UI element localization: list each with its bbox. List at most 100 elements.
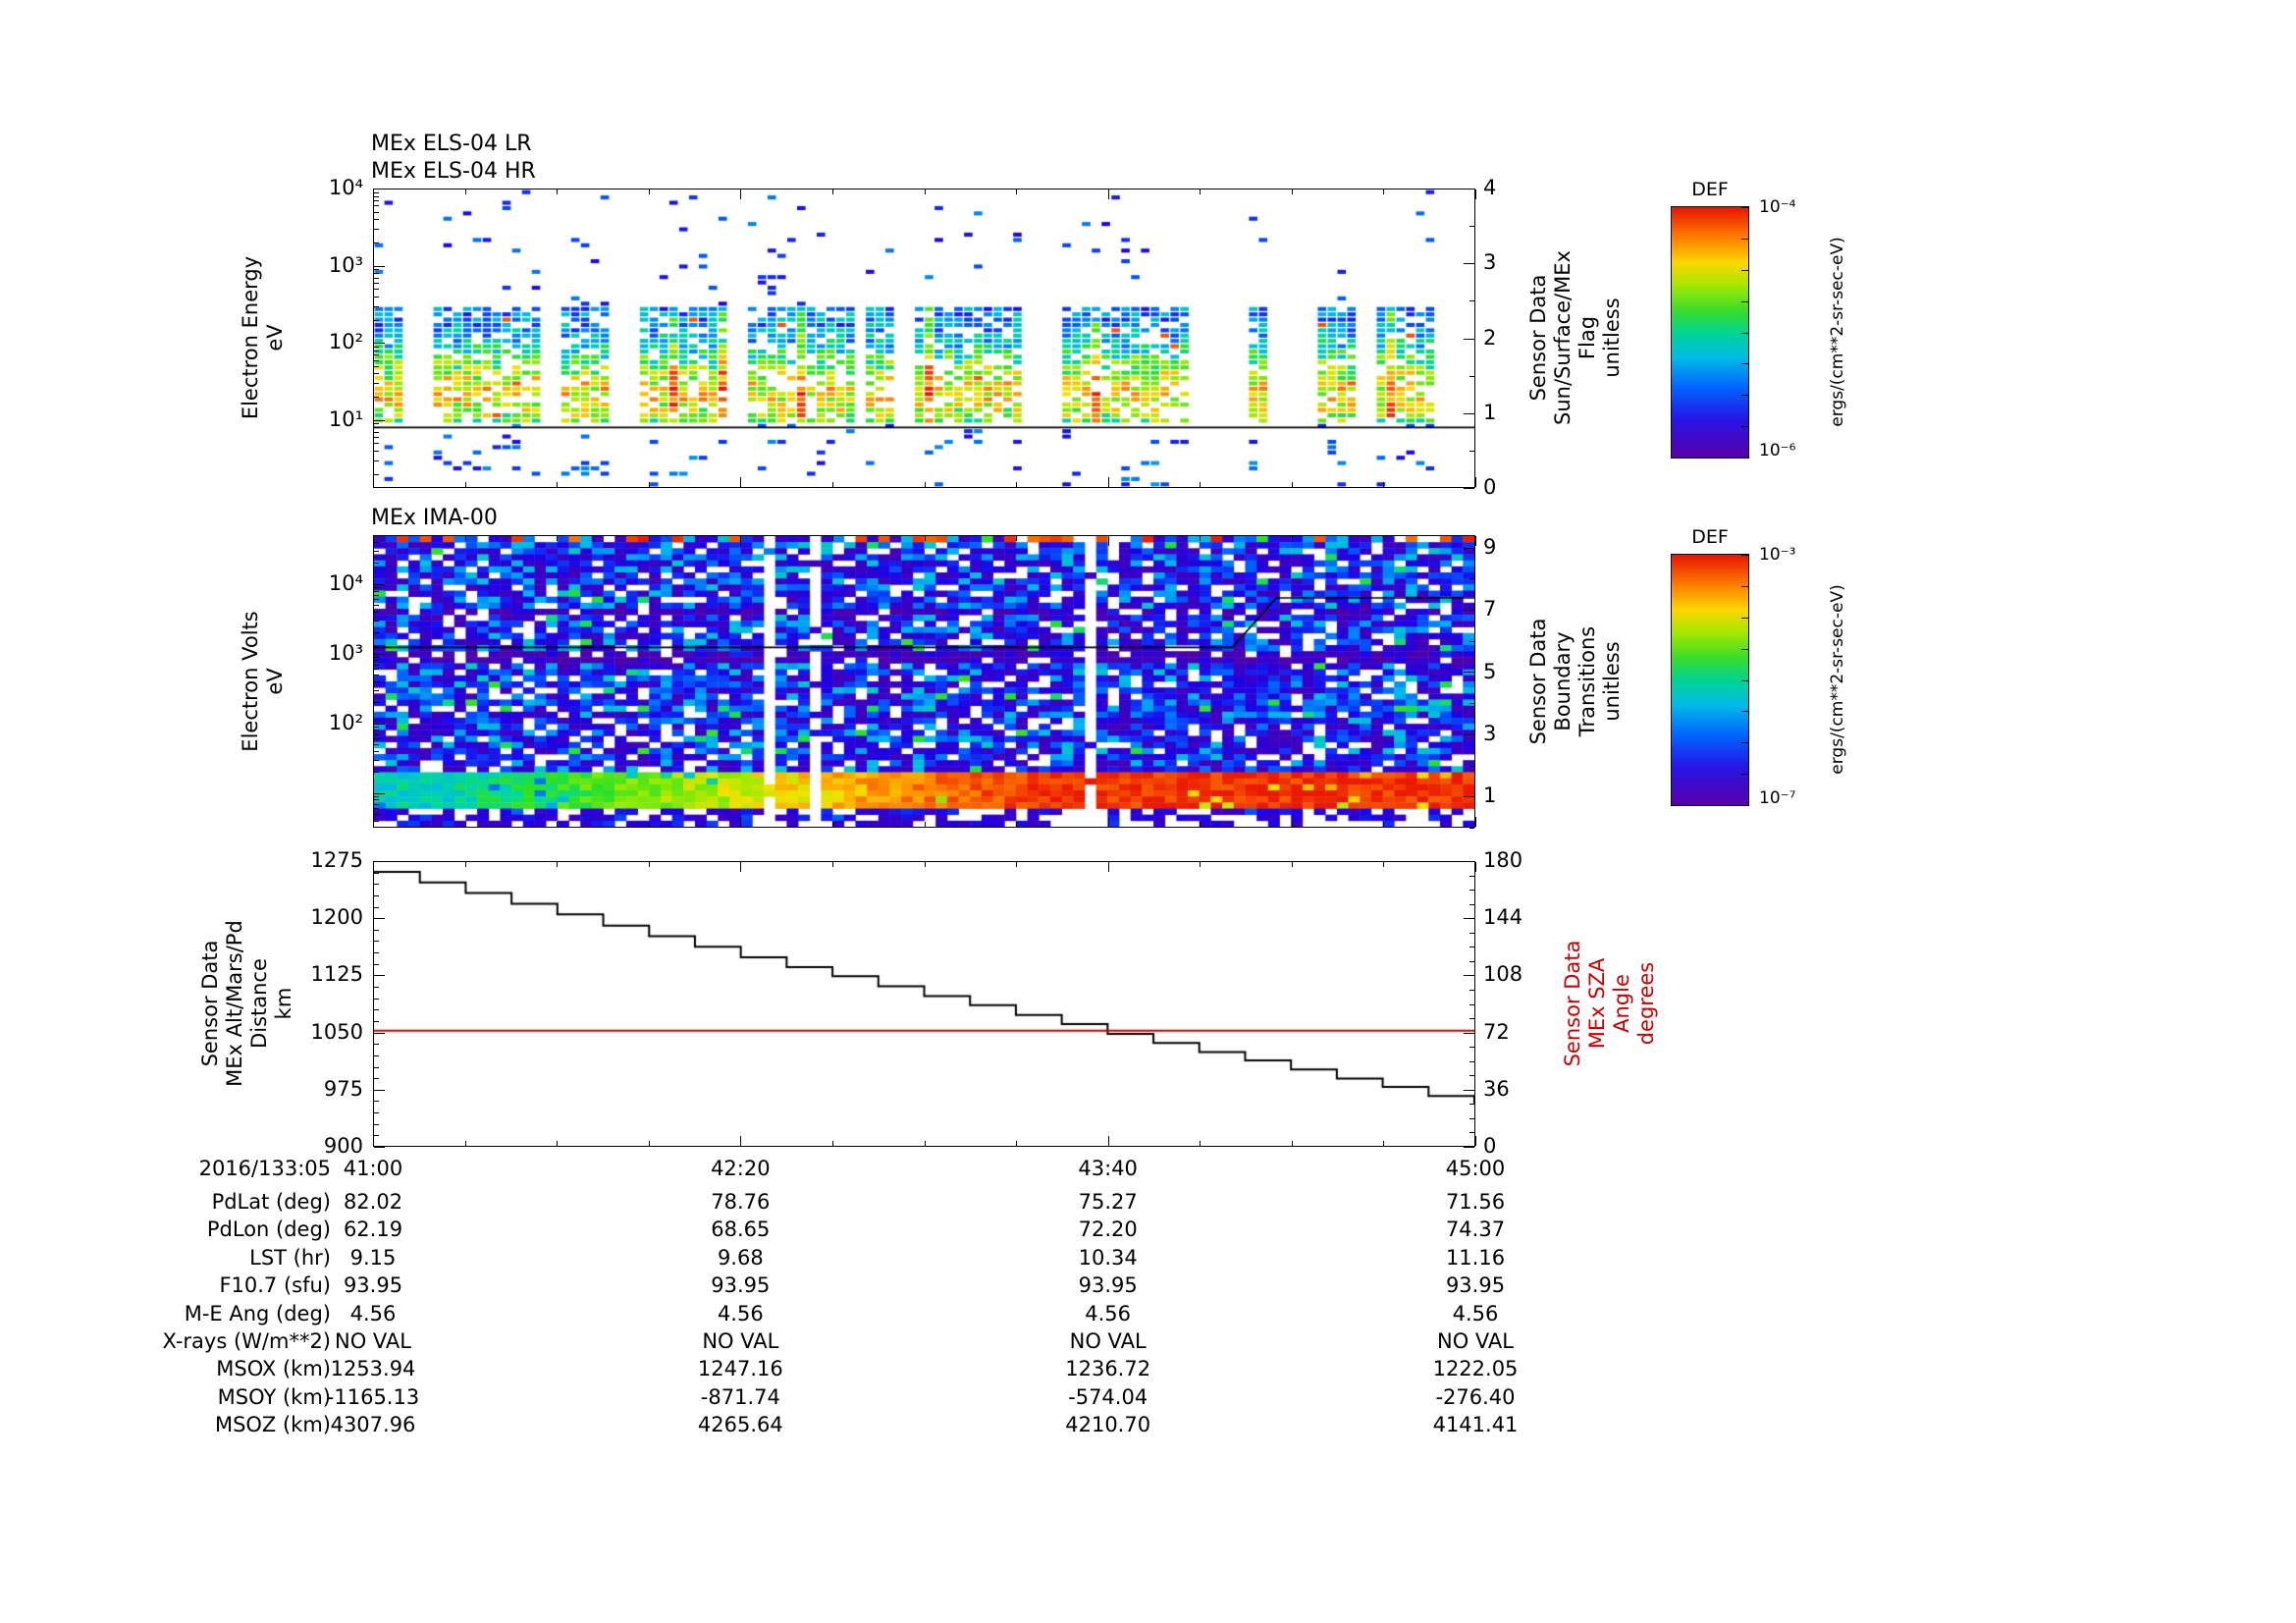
axis-tick	[374, 895, 379, 896]
axis-tick	[374, 432, 379, 433]
table-row: MSOZ (km) 4307.96 4265.64 4210.70 4141.41	[0, 1413, 2296, 1440]
table-row: MSOY (km) -1165.13 -871.74 -574.04 -276.40	[0, 1385, 2296, 1413]
els-flag-tick-label: 3	[1483, 250, 1497, 275]
x-axis-label-row: 2016/133:05 41:00 42:20 43:40 45:00	[0, 1157, 2296, 1182]
axis-tick	[1383, 1141, 1384, 1146]
table-cell: 9.68	[717, 1245, 764, 1270]
table-cell: -574.04	[1068, 1384, 1148, 1409]
table-cell: -276.40	[1435, 1384, 1516, 1409]
axis-tick	[374, 734, 379, 735]
axis-tick	[374, 595, 379, 596]
axis-tick	[925, 482, 926, 487]
axis-tick	[374, 1067, 379, 1068]
axis-tick	[649, 189, 650, 194]
axis-tick	[1016, 862, 1017, 867]
axis-tick	[374, 975, 385, 976]
table-row-label: F10.7 (sfu)	[219, 1273, 331, 1298]
axis-tick	[1469, 1075, 1474, 1076]
axis-tick	[374, 1055, 379, 1056]
axis-tick	[374, 297, 379, 298]
axis-tick	[1016, 536, 1017, 541]
x-tick-label: 43:40	[1078, 1157, 1138, 1180]
altitude-sza-canvas	[374, 862, 1474, 1146]
axis-tick	[374, 427, 379, 428]
axis-tick	[374, 443, 379, 444]
axis-tick	[1469, 1004, 1474, 1005]
axis-tick	[374, 397, 379, 398]
axis-tick	[374, 796, 379, 797]
table-cell: 1253.94	[330, 1357, 416, 1381]
axis-tick	[1469, 703, 1474, 704]
ima-ytick-label: 10³	[328, 640, 363, 665]
axis-tick	[374, 930, 379, 931]
axis-tick	[1464, 263, 1474, 264]
axis-tick	[557, 189, 558, 194]
colorbar-tick	[1741, 711, 1748, 713]
table-cell: 11.16	[1445, 1245, 1506, 1270]
axis-tick	[465, 536, 466, 541]
axis-tick	[374, 584, 385, 585]
axis-tick	[1108, 862, 1109, 872]
axis-tick	[374, 808, 379, 809]
axis-tick	[374, 612, 379, 613]
axis-tick	[374, 821, 379, 822]
ima-colorbar-max-label: 10⁻³	[1759, 545, 1796, 565]
axis-tick	[1383, 862, 1384, 867]
axis-tick	[1108, 817, 1109, 827]
axis-tick	[374, 192, 379, 193]
axis-tick	[374, 1033, 385, 1034]
sza-tick-label: 108	[1483, 962, 1523, 987]
axis-tick	[1469, 828, 1474, 829]
sza-right-axis-label: Sensor Data MEx SZA Angle degrees	[1561, 787, 1659, 1219]
axis-tick	[374, 351, 379, 352]
axis-tick	[557, 862, 558, 867]
axis-tick	[374, 681, 379, 682]
axis-tick	[374, 219, 379, 220]
table-row-label: MSOZ (km)	[214, 1413, 331, 1437]
axis-tick	[1475, 862, 1476, 872]
colorbar-tick	[1741, 238, 1748, 240]
axis-tick	[1475, 1136, 1476, 1146]
ima-boundary-tick-label: 9	[1483, 534, 1497, 559]
table-cell: 68.65	[711, 1217, 771, 1242]
axis-tick	[1469, 226, 1474, 227]
axis-tick	[374, 1021, 379, 1022]
colorbar-tick	[1741, 269, 1748, 271]
label-line: Sensor Data	[198, 940, 222, 1067]
axis-tick	[1016, 189, 1017, 194]
axis-tick	[1292, 536, 1293, 541]
colorbar-tick	[1741, 805, 1748, 806]
table-cell: 74.37	[1445, 1217, 1506, 1242]
colorbar-tick	[1741, 395, 1748, 397]
table-cell: 82.02	[343, 1190, 403, 1214]
axis-tick	[374, 474, 379, 475]
axis-tick	[1475, 536, 1476, 546]
axis-tick	[1200, 536, 1201, 541]
axis-tick	[1464, 413, 1474, 414]
axis-tick	[1469, 376, 1474, 377]
axis-tick	[1016, 482, 1017, 487]
table-cell: 4.56	[1452, 1301, 1499, 1325]
axis-tick	[374, 273, 379, 274]
label-line: MEx ELS-04 HR	[371, 159, 536, 184]
altitude-ytick-label: 900	[323, 1134, 363, 1158]
axis-tick	[374, 563, 379, 564]
axis-tick	[374, 437, 379, 438]
colorbar-tick	[1741, 426, 1748, 428]
table-cell: 1247.16	[697, 1357, 783, 1381]
axis-tick	[1469, 1061, 1474, 1062]
table-row: LST (hr) 9.15 9.68 10.34 11.16	[0, 1246, 2296, 1273]
axis-tick	[374, 1009, 379, 1010]
axis-tick	[832, 1141, 833, 1146]
axis-tick	[1464, 1033, 1474, 1034]
ima-boundary-tick-label: 7	[1483, 597, 1497, 622]
table-cell: NO VAL	[1436, 1329, 1514, 1353]
sza-tick-label: 180	[1483, 848, 1523, 872]
axis-tick	[374, 451, 379, 452]
axis-tick	[1469, 451, 1474, 452]
axis-tick	[1469, 876, 1474, 877]
label-line: MEx SZA	[1585, 957, 1609, 1050]
axis-tick	[374, 727, 379, 728]
axis-tick	[740, 536, 741, 546]
